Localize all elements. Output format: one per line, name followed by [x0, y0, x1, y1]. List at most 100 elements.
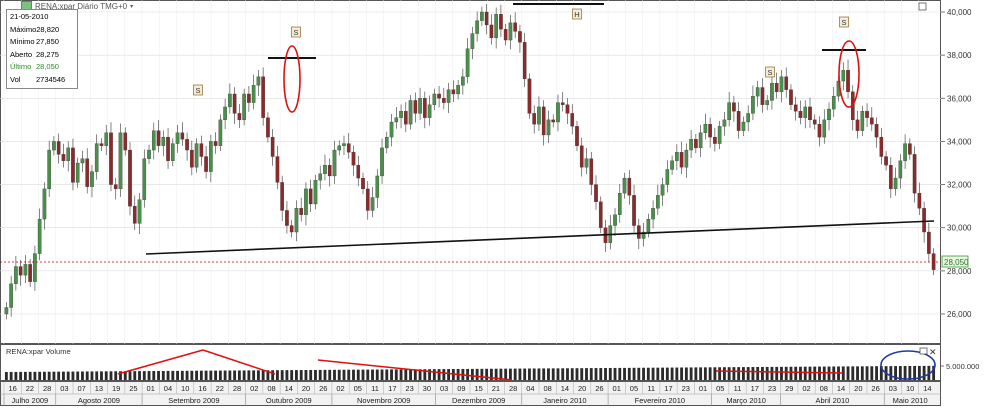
volume-trend-line	[317, 359, 513, 381]
volume-bar	[851, 366, 855, 380]
volume-bar	[266, 370, 270, 380]
candle-body	[123, 132, 128, 151]
candle-body	[190, 149, 194, 168]
candle-body	[23, 264, 28, 276]
chevron-down-icon[interactable]: ▾	[130, 3, 134, 10]
candle-body	[698, 132, 703, 149]
volume-bar	[52, 371, 56, 380]
volume-close-icon[interactable]: ✕	[929, 347, 937, 357]
candle-body	[313, 180, 318, 205]
candle-body	[812, 119, 817, 125]
y-tick-label: 38,000	[947, 51, 972, 60]
candle-body	[484, 11, 489, 26]
x-day-label: 02	[802, 384, 810, 393]
candle-body	[822, 119, 827, 138]
candle-body	[598, 201, 603, 228]
volume-bar	[409, 369, 412, 380]
candle-body	[675, 152, 679, 161]
candle-body	[889, 165, 893, 190]
volume-bar	[76, 371, 80, 380]
volume-bar	[418, 369, 422, 380]
candle-body	[774, 83, 779, 92]
candle-body	[442, 98, 446, 103]
candle-body	[232, 93, 237, 114]
volume-bar	[432, 369, 436, 380]
volume-bar	[66, 371, 70, 380]
volume-bar	[314, 369, 317, 380]
volume-bar	[166, 370, 170, 380]
x-day-label: 26	[319, 384, 327, 393]
x-month-label: Janeiro 2010	[543, 396, 586, 405]
candle-body	[337, 145, 342, 151]
volume-bar	[261, 370, 265, 380]
volume-bar	[128, 371, 132, 380]
volume-bar	[19, 371, 23, 380]
volume-bar	[665, 367, 669, 380]
candle-body	[427, 104, 432, 118]
volume-trend-line	[715, 370, 844, 374]
volume-bar	[898, 366, 902, 380]
price-panel	[0, 0, 941, 344]
candle-body	[527, 78, 532, 114]
info-value: 27,850	[36, 37, 59, 47]
candle-body	[594, 184, 598, 202]
volume-bar	[780, 366, 783, 380]
volume-bar	[428, 369, 432, 380]
x-day-label: 21	[492, 384, 500, 393]
volume-bar	[746, 367, 750, 380]
info-row: Vol 2734546	[10, 74, 74, 87]
x-day-label: 10	[906, 384, 914, 393]
volume-maximize-icon[interactable]	[919, 347, 928, 355]
candle-body	[803, 106, 808, 118]
volume-bar	[532, 368, 536, 380]
candle-body	[713, 136, 717, 144]
candle-body	[170, 143, 175, 161]
candle-body	[323, 165, 327, 174]
candle-body	[18, 266, 23, 276]
price-tag-box	[941, 255, 969, 268]
candle-body	[289, 225, 294, 233]
volume-bar	[922, 365, 926, 380]
volume-bar	[185, 370, 189, 380]
volume-bar	[33, 371, 37, 380]
volume-bar	[761, 366, 764, 380]
candle-body	[147, 149, 151, 159]
candle-body	[727, 102, 731, 121]
volume-bar	[309, 369, 313, 380]
volume-bar	[480, 368, 484, 380]
volume-bar	[214, 370, 218, 380]
candle-body	[142, 158, 147, 200]
candle-body	[489, 24, 494, 39]
candle-body	[128, 149, 132, 207]
x-month-label: Novembro 2009	[357, 396, 410, 405]
candle-body	[228, 93, 232, 108]
candle-body	[770, 83, 774, 101]
maximize-icon[interactable]	[918, 2, 927, 11]
volume-bar	[508, 368, 512, 380]
volume-bar	[85, 371, 89, 380]
candle-body	[90, 171, 94, 187]
candle-body	[180, 132, 185, 140]
x-day-label: 03	[889, 384, 897, 393]
x-day-label: 07	[77, 384, 85, 393]
x-day-label: 08	[267, 384, 275, 393]
candle-body	[418, 98, 422, 114]
candle-body	[384, 136, 389, 149]
volume-bar	[713, 367, 717, 380]
candle-body	[332, 149, 337, 177]
volume-bar	[860, 366, 864, 380]
candle-body	[827, 108, 831, 121]
x-day-label: 14	[561, 384, 569, 393]
volume-bar	[404, 369, 408, 380]
x-day-label: 26	[595, 384, 603, 393]
candle-body	[651, 208, 655, 220]
volume-bar	[775, 366, 779, 380]
y-axis-band	[941, 0, 1000, 406]
candle-body	[522, 42, 527, 80]
info-label: Máximo	[10, 24, 37, 34]
candle-body	[570, 113, 575, 127]
x-day-label: 19	[112, 384, 120, 393]
volume-bar	[632, 367, 636, 380]
info-date: 21-05-2010	[10, 12, 49, 21]
candle-body	[793, 104, 798, 112]
